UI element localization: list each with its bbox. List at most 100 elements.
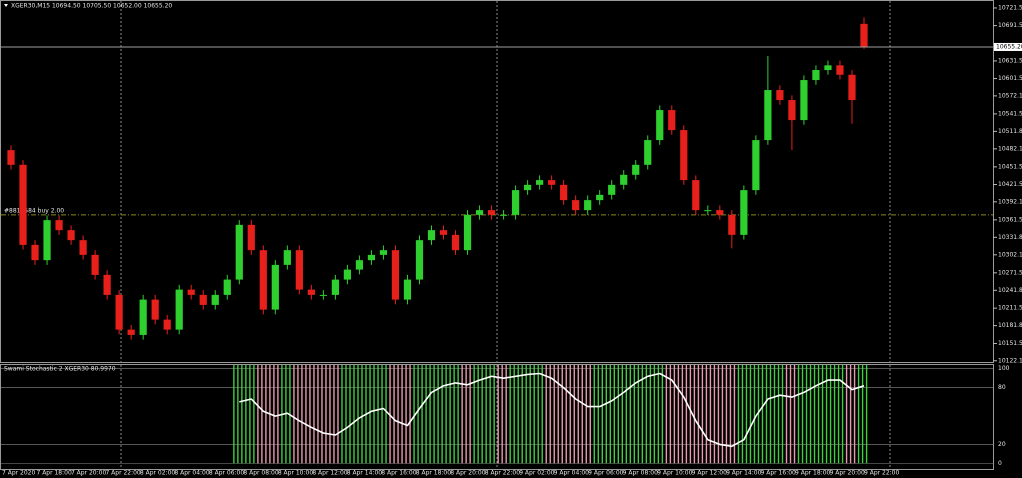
y-tick-label: 10241.80 [998,287,1022,294]
candle-body [463,214,472,251]
candle-body [199,294,207,305]
candle-body [548,180,556,185]
time-label: 8 Apr 12:00 [312,470,347,477]
y-tick-label: 10451.50 [998,163,1022,170]
time-label: 7 Apr 20:00 [71,470,106,477]
candle-body [860,23,868,47]
candle-body [91,254,99,275]
time-label: 8 Apr 14:00 [347,470,382,477]
candle-body [19,164,27,245]
y-tick-label: 10271.50 [998,269,1022,276]
candle-body [175,289,183,330]
candle-body [596,194,604,201]
y-tick-label: 10181.80 [998,322,1022,329]
candle-body [524,184,532,191]
time-label: 8 Apr 06:00 [209,470,244,477]
candle-body [439,230,448,235]
candle-body [764,90,772,141]
candle-body [355,260,364,270]
time-label: 8 Apr 10:00 [278,470,313,477]
y-tick-label: 10421.50 [998,181,1022,188]
candle-body [776,90,784,101]
y-tick-label: 10151.50 [998,340,1022,347]
candle-body [632,164,640,175]
candle-body [223,279,231,295]
y-tick-label: 10631.50 [998,57,1022,64]
time-label: 9 Apr 04:00 [554,470,589,477]
time-label: 7 Apr 22:00 [105,470,140,477]
candle-body [415,240,424,280]
candle-body [728,214,736,235]
candle-body [283,250,291,265]
time-label: 8 Apr 22:00 [485,470,520,477]
candle-body [259,250,267,310]
candle-body [740,190,748,235]
indicator-tick-label: 80 [998,384,1006,391]
candle-body [7,150,15,165]
indicator-line [239,372,865,448]
y-tick-label: 10331.80 [998,234,1022,241]
time-label: 9 Apr 10:00 [657,470,692,477]
candle-body [187,289,195,295]
y-tick-label: 10601.50 [998,75,1022,82]
current-price-label: 10655.20 [996,43,1022,50]
indicator-tick-label: 0 [998,460,1002,467]
candle-body [680,130,688,181]
time-label: 8 Apr 08:00 [243,470,278,477]
time-label: 8 Apr 16:00 [381,470,416,477]
y-tick-label: 10482.10 [998,145,1022,152]
candle-body [536,180,544,185]
time-label: 8 Apr 02:00 [140,470,175,477]
indicator-tick-label: 20 [998,441,1006,448]
y-tick-label: 10721.50 [998,4,1022,11]
y-tick-label: 10392.10 [998,198,1022,205]
y-tick-label: 10511.80 [998,128,1022,135]
candle-body [163,319,171,330]
candle-body [247,224,255,251]
candle-body [812,70,820,81]
candle-body [211,294,219,305]
candle-body [560,184,568,201]
order-label: #8816584 buy 2.00 [4,207,64,214]
candle-body [584,200,592,211]
candle-body [487,210,496,215]
time-label: 8 Apr 04:00 [174,470,209,477]
time-label: 8 Apr 20:00 [450,470,485,477]
candle-body [139,299,147,335]
candle-body [716,210,724,215]
candle-body [704,210,712,212]
y-tick-label: 10541.50 [998,110,1022,117]
candle-body [848,74,856,101]
candle-body [511,190,520,215]
candle-body [43,220,51,261]
indicator-tick-label: 100 [998,365,1010,372]
time-label: 7 Apr 2020 [2,470,35,477]
candle-body [307,289,315,295]
candle-body [620,174,628,185]
candle-body [451,234,460,251]
y-tick-label: 10361.50 [998,216,1022,223]
candle-body [403,279,412,300]
time-label: 9 Apr 12:00 [692,470,727,477]
chart-title: XGER30,M15 10694.50 10705.50 10652.00 10… [11,3,172,10]
indicator-title: Swami Stochastic 2 XGER30 80.9970 [4,366,116,373]
y-tick-label: 10572.10 [998,92,1022,99]
candle-body [836,65,844,75]
candle-body [103,274,111,295]
time-label: 9 Apr 18:00 [795,470,830,477]
candle-body [31,244,39,261]
time-label: 9 Apr 22:00 [864,470,899,477]
candle-body [379,250,388,255]
period-separators [120,1,891,469]
y-tick-label: 10211.50 [998,305,1022,312]
candle-body [235,224,243,280]
candle-body [127,329,135,335]
candle-body [656,110,664,141]
candle-body [572,200,580,211]
y-tick-label: 10302.10 [998,251,1022,258]
candle-body [752,140,760,191]
candle-body [295,250,303,290]
candle-body [271,264,279,310]
